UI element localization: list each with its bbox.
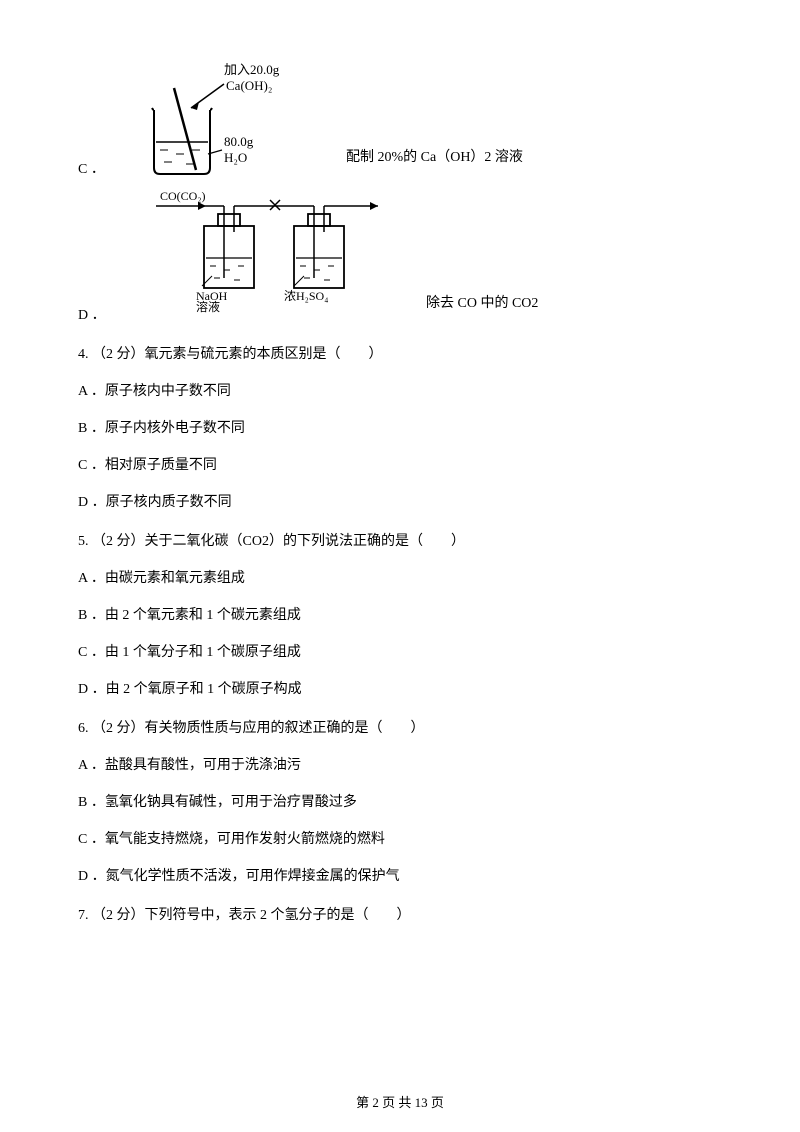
q6-opt-c: C ．氧气能支持燃烧，可用作发射火箭燃烧的燃料 [78,829,722,850]
bottle1-label-b: 溶液 [196,300,220,314]
q4-opt-d: D ．原子核内质子数不同 [78,492,722,513]
option-d-label: D ． [78,305,106,326]
option-c-row: C ． 加入20.0g Ca(OH)₂ 80.0g H₂ [78,60,722,180]
q4-opt-c: C ．相对原子质量不同 [78,455,722,476]
q6-stem: 6. （2 分）有关物质性质与应用的叙述正确的是（ ） [78,718,722,739]
option-d-row: D ． CO(CO₂) [78,188,722,326]
q5-stem: 5. （2 分）关于二氧化碳（CO2）的下列说法正确的是（ ） [78,531,722,552]
annot-h2o: H₂O [224,150,247,165]
annot-caoh2: Ca(OH)₂ [226,78,272,93]
q6-opt-d: D ．氮气化学性质不活泼，可用作焊接金属的保护气 [78,866,722,887]
option-c-label: C ． [78,159,106,180]
gas-wash-diagram: CO(CO₂) [146,188,396,326]
q6-opt-b: B ．氢氧化钠具有碱性，可用于治疗胃酸过多 [78,792,722,813]
q4-opt-b: B ．原子内核外电子数不同 [78,418,722,439]
q5-opt-a: A ．由碳元素和氧元素组成 [78,568,722,589]
annot-80g: 80.0g [224,134,254,149]
q5-opt-b: B ．由 2 个氧元素和 1 个碳元素组成 [78,605,722,626]
q6-opt-a: A ．盐酸具有酸性，可用于洗涤油污 [78,755,722,776]
page-footer: 第 2 页 共 13 页 [0,1093,800,1113]
q7-stem: 7. （2 分）下列符号中，表示 2 个氢分子的是（ ） [78,905,722,926]
q5-opt-c: C ．由 1 个氧分子和 1 个碳原子组成 [78,642,722,663]
q4-stem: 4. （2 分）氧元素与硫元素的本质区别是（ ） [78,344,722,365]
beaker-diagram: 加入20.0g Ca(OH)₂ 80.0g H₂O [146,60,316,180]
gas-in-label: CO(CO₂) [160,189,206,203]
annot-add-text: 加入20.0g [224,62,280,77]
q5-opt-d: D ．由 2 个氧原子和 1 个碳原子构成 [78,679,722,700]
option-c-caption: 配制 20%的 Ca（OH）2 溶液 [346,147,523,168]
q4-opt-a: A ．原子核内中子数不同 [78,381,722,402]
